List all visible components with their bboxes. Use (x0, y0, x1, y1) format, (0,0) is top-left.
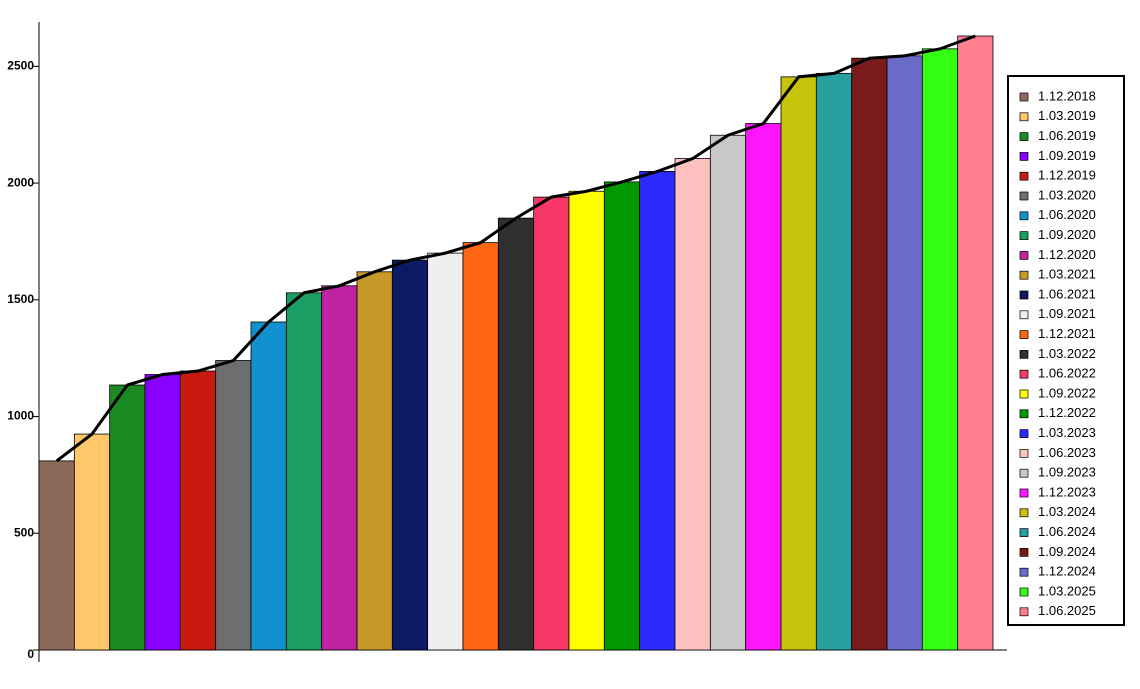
bar (73, 433, 111, 651)
bar (745, 123, 782, 651)
bar (427, 252, 464, 651)
legend-label: 1.06.2021 (1038, 286, 1096, 301)
legend-swatch (1019, 191, 1029, 201)
y-tick-label: 1000 (7, 409, 34, 423)
legend-label: 1.06.2020 (1038, 207, 1096, 222)
legend-label: 1.06.2025 (1038, 603, 1096, 618)
bar (921, 48, 959, 651)
legend-swatch (1019, 251, 1029, 260)
legend-swatch (1019, 528, 1029, 537)
legend-label: 1.03.2019 (1038, 108, 1096, 123)
legend-label: 1.09.2023 (1038, 465, 1096, 480)
bar (179, 370, 217, 651)
legend-label: 1.09.2022 (1038, 385, 1096, 400)
bar (250, 321, 287, 651)
trend-line (55, 34, 976, 463)
bar (851, 57, 888, 651)
bar (815, 72, 853, 651)
bar (780, 76, 817, 651)
legend-label: 1.03.2024 (1038, 504, 1096, 519)
legend-label: 1.12.2018 (1038, 88, 1096, 103)
legend-swatch (1019, 92, 1029, 102)
legend-swatch (1019, 488, 1029, 498)
bar (886, 55, 923, 651)
legend-swatch (1019, 270, 1029, 280)
legend-label: 1.03.2020 (1038, 187, 1096, 202)
legend-swatch (1019, 468, 1029, 478)
legend-swatch (1019, 389, 1029, 399)
legend-label: 1.06.2022 (1038, 366, 1096, 381)
legend-swatch (1019, 548, 1029, 557)
bar (603, 181, 641, 651)
legend-swatch (1019, 429, 1029, 438)
legend-label: 1.12.2021 (1038, 326, 1096, 341)
bar (568, 190, 605, 651)
legend-label: 1.03.2021 (1038, 267, 1096, 282)
bar (639, 171, 676, 651)
bar (462, 242, 499, 651)
legend-label: 1.06.2019 (1038, 128, 1096, 143)
legend-swatch (1019, 567, 1029, 577)
legend-swatch (1019, 508, 1029, 518)
legend-label: 1.03.2023 (1038, 425, 1096, 440)
bar (497, 217, 535, 651)
bar (321, 285, 358, 651)
bar (391, 259, 429, 651)
legend-label: 1.06.2023 (1038, 445, 1096, 460)
legend-label: 1.09.2024 (1038, 544, 1096, 559)
legend-swatch (1019, 350, 1029, 359)
legend-label: 1.12.2023 (1038, 484, 1096, 499)
legend-label: 1.12.2020 (1038, 247, 1096, 262)
legend-label: 1.12.2019 (1038, 168, 1096, 183)
bar (215, 360, 252, 651)
legend-swatch (1019, 132, 1029, 141)
legend-swatch (1019, 369, 1029, 379)
legend-swatch (1019, 409, 1029, 419)
legend-swatch (1019, 290, 1029, 300)
bar (109, 384, 146, 651)
y-tick-label: 2000 (7, 175, 34, 189)
legend-swatch (1019, 607, 1029, 617)
bar (674, 158, 711, 651)
legend-label: 1.06.2024 (1038, 524, 1096, 539)
legend-swatch (1019, 587, 1029, 597)
y-tick-label: 500 (14, 525, 34, 539)
bar (533, 196, 570, 651)
bar (285, 292, 323, 651)
bar (144, 374, 181, 651)
y-tick-label: 0 (27, 647, 34, 661)
legend-swatch (1019, 449, 1029, 458)
legend-label: 1.09.2021 (1038, 306, 1096, 321)
bar (356, 271, 393, 651)
legend-label: 1.12.2024 (1038, 564, 1096, 579)
legend-swatch (1019, 171, 1029, 181)
legend-label: 1.09.2019 (1038, 148, 1096, 163)
legend-label: 1.12.2022 (1038, 405, 1096, 420)
legend-swatch (1019, 231, 1029, 240)
y-tick-label: 1500 (7, 292, 34, 306)
legend-swatch (1019, 330, 1029, 339)
legend-swatch (1019, 152, 1029, 161)
legend-swatch (1019, 112, 1029, 122)
legend-swatch (1019, 310, 1029, 320)
legend-label: 1.09.2020 (1038, 227, 1096, 242)
bar (709, 134, 747, 651)
legend-swatch (1019, 211, 1029, 221)
bar (38, 460, 75, 651)
bar (957, 35, 994, 651)
legend-label: 1.03.2025 (1038, 583, 1096, 598)
legend-label: 1.03.2022 (1038, 346, 1096, 361)
y-tick-label: 2500 (7, 59, 34, 73)
